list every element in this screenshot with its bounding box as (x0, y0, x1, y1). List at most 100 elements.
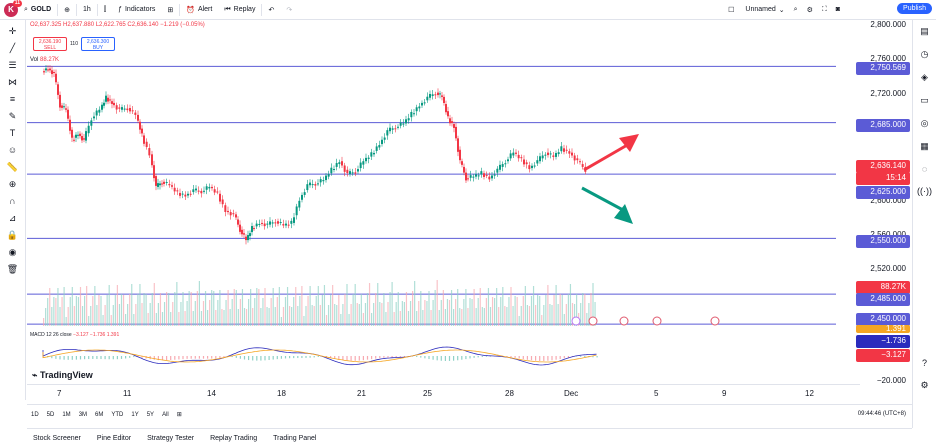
candle-body (549, 153, 552, 155)
symbol-search-button[interactable]: ⌕ GOLD (18, 0, 57, 20)
account-avatar[interactable]: K 11 (4, 0, 22, 17)
alert-button[interactable]: ⏰ Alert (180, 0, 218, 20)
volume-bar (215, 310, 217, 326)
volume-bar (182, 292, 184, 326)
replay-button[interactable]: ⏮ Replay (218, 0, 261, 20)
volume-bar (81, 306, 84, 326)
horizontal-lines-icon[interactable]: ☰ (8, 60, 17, 70)
candle-body (547, 152, 549, 156)
tf-3m[interactable]: 3M (78, 411, 88, 418)
tf-1y[interactable]: 1Y (131, 411, 139, 418)
ideas-icon[interactable]: ◎ (920, 118, 929, 128)
layers-icon[interactable]: ◈ (921, 72, 928, 82)
zoom-in-icon[interactable]: ⊕ (8, 179, 17, 189)
volume-bar (551, 305, 553, 326)
candle-body (143, 135, 145, 144)
volume-bar (135, 304, 137, 326)
magnet-icon[interactable]: ∩ (9, 196, 16, 206)
tf-all[interactable]: All (162, 411, 169, 418)
tf-6m[interactable]: 6M (95, 411, 104, 418)
redo-icon: ↷ (286, 6, 293, 14)
signal-icon[interactable]: ((·)) (917, 186, 932, 196)
notifications-icon[interactable]: ◌ (921, 164, 928, 174)
x-tick: 21 (357, 389, 366, 398)
tab-replay-trading[interactable]: Replay Trading (210, 435, 258, 442)
text-icon[interactable]: T (9, 128, 16, 138)
volume-bar (455, 299, 457, 326)
ruler-icon[interactable]: 📏 (6, 162, 19, 172)
tf-5y[interactable]: 5Y (146, 411, 155, 418)
volume-bar (307, 296, 309, 326)
time-axis[interactable]: 7 11 14 18 21 25 28 Dec 5 9 12 (27, 384, 860, 404)
layout-select[interactable]: ☐ Unnamed ⌄ ⌕ ⚙ ⛶ ◙ (722, 0, 846, 20)
y-tick: 2,720.000 (870, 89, 906, 98)
trash-icon[interactable]: 🗑 (6, 264, 19, 274)
trendline-icon[interactable]: ╱ (9, 43, 16, 53)
candle-body (354, 172, 357, 174)
publish-button[interactable]: Publish (897, 3, 932, 14)
volume-bar (539, 296, 541, 326)
candle-body (539, 156, 541, 162)
volume-bar (145, 294, 147, 326)
tf-5d[interactable]: 5D (46, 411, 55, 418)
settings-gear-icon[interactable]: ⚙ (920, 380, 929, 390)
volume-bar (477, 298, 479, 326)
volume-bar (535, 305, 537, 326)
bottom-panel-tabs: Stock Screener Pine Editor Strategy Test… (27, 428, 912, 448)
candle-body (303, 192, 306, 195)
interval-button[interactable]: 1h (77, 0, 97, 20)
macd-histogram-bar (535, 356, 537, 361)
macd-histogram-bar (166, 356, 168, 361)
compare-button[interactable]: ⊕ (58, 0, 76, 20)
chat-icon[interactable]: ▭ (920, 95, 929, 105)
date-range-icon[interactable]: ⊞ (176, 412, 182, 418)
macd-histogram-bar (71, 356, 73, 360)
volume-bar (524, 286, 526, 326)
fib-icon[interactable]: ≡ (9, 94, 16, 104)
price-chart[interactable] (27, 20, 860, 403)
volume-bar (348, 314, 350, 326)
sell-button[interactable]: 2,636.190 SELL (33, 37, 67, 51)
eye-icon[interactable]: ◉ (8, 247, 17, 257)
macd-histogram-bar (157, 356, 159, 361)
emoji-icon[interactable]: ☺ (7, 145, 18, 155)
volume-bar (479, 288, 481, 326)
candle-body (205, 186, 208, 190)
watchlist-icon[interactable]: ▤ (920, 26, 929, 36)
calendar-icon[interactable]: ▦ (920, 141, 929, 151)
tab-pine-editor[interactable]: Pine Editor (96, 435, 132, 442)
help-icon[interactable]: ? (921, 358, 927, 368)
tab-trading-panel[interactable]: Trading Panel (273, 435, 317, 442)
volume-bar (84, 296, 86, 326)
pitchfork-icon[interactable]: ⋈ (8, 77, 17, 87)
tab-strategy-tester[interactable]: Strategy Tester (147, 435, 195, 442)
tf-ytd[interactable]: YTD (111, 411, 124, 418)
candle-body (402, 123, 405, 125)
alerts-clock-icon[interactable]: ◷ (920, 49, 929, 59)
chart-type-button[interactable]: ⫿ (98, 0, 112, 20)
vol-value: 88.27K (40, 57, 60, 63)
brush-icon[interactable]: ✎ (8, 111, 17, 121)
macd-histogram-bar (543, 356, 545, 361)
tf-1m[interactable]: 1M (62, 411, 71, 418)
volume-bar (420, 291, 422, 326)
macd-histogram-bar (309, 356, 311, 358)
lock-drawing-icon[interactable]: ⊿ (8, 213, 17, 223)
lock-icon[interactable]: 🔒 (6, 230, 19, 240)
tab-stock-screener[interactable]: Stock Screener (33, 435, 81, 442)
tf-1d[interactable]: 1D (31, 411, 39, 418)
templates-button[interactable]: ⊞ (161, 0, 179, 20)
volume-bar (537, 295, 539, 326)
clock-timezone[interactable]: 09:44:46 (UTC+8) (857, 411, 906, 417)
macd-histogram-bar (440, 356, 442, 361)
volume-bar (274, 307, 276, 326)
indicators-button[interactable]: ƒ Indicators (112, 0, 161, 20)
crosshair-icon[interactable]: ✛ (8, 26, 17, 36)
redo-button[interactable]: ↷ (280, 0, 298, 20)
undo-button[interactable]: ↶ (262, 0, 280, 20)
macd-histogram-bar (469, 356, 471, 359)
candle-body (391, 128, 394, 130)
volume-bar (139, 284, 141, 326)
buy-button[interactable]: 2,636.300 BUY (80, 37, 115, 51)
volume-bar (198, 281, 200, 326)
